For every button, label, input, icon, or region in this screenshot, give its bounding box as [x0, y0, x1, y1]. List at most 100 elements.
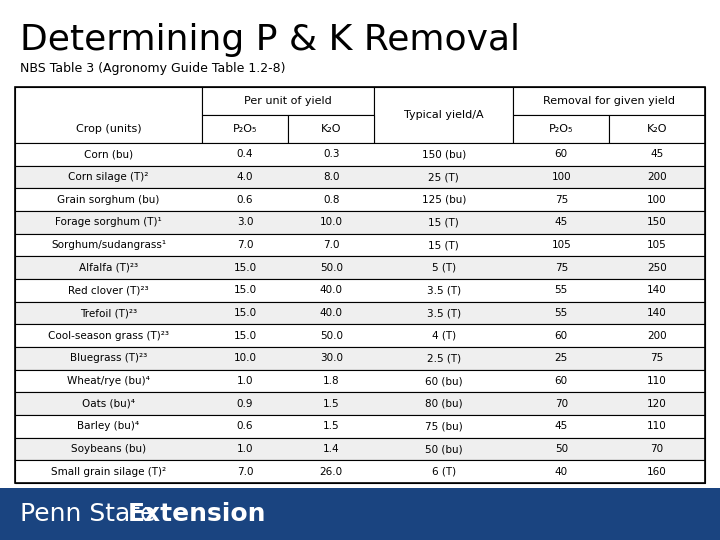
- Text: 25 (T): 25 (T): [428, 172, 459, 182]
- Text: NBS Table 3 (Agronomy Guide Table 1.2-8): NBS Table 3 (Agronomy Guide Table 1.2-8): [20, 62, 286, 75]
- Text: 1.5: 1.5: [323, 421, 340, 431]
- Text: 70: 70: [554, 399, 568, 409]
- Text: K₂O: K₂O: [647, 124, 667, 134]
- Text: 15 (T): 15 (T): [428, 240, 459, 250]
- Text: 45: 45: [650, 150, 664, 159]
- Text: 0.9: 0.9: [237, 399, 253, 409]
- Text: Oats (bu)⁴: Oats (bu)⁴: [82, 399, 135, 409]
- Text: Trefoil (T)²³: Trefoil (T)²³: [80, 308, 137, 318]
- Text: 3.5 (T): 3.5 (T): [427, 308, 461, 318]
- Bar: [15, 279, 705, 302]
- Text: 100: 100: [647, 194, 667, 205]
- Text: 110: 110: [647, 421, 667, 431]
- Bar: [15, 87, 705, 483]
- Bar: [15, 415, 705, 437]
- Text: 1.4: 1.4: [323, 444, 340, 454]
- Text: Grain sorghum (bu): Grain sorghum (bu): [58, 194, 160, 205]
- Bar: [609, 115, 705, 143]
- Text: 140: 140: [647, 285, 667, 295]
- Text: 40: 40: [554, 467, 568, 477]
- Text: 150 (bu): 150 (bu): [422, 150, 466, 159]
- Bar: [202, 115, 288, 143]
- Text: 110: 110: [647, 376, 667, 386]
- Text: Typical yield/A: Typical yield/A: [404, 110, 484, 120]
- Text: 150: 150: [647, 217, 667, 227]
- Text: 10.0: 10.0: [320, 217, 343, 227]
- Bar: [374, 87, 513, 143]
- Text: Forage sorghum (T)¹: Forage sorghum (T)¹: [55, 217, 162, 227]
- Text: 45: 45: [554, 421, 568, 431]
- Text: 0.3: 0.3: [323, 150, 340, 159]
- Text: 50: 50: [554, 444, 568, 454]
- Text: 50.0: 50.0: [320, 330, 343, 341]
- Bar: [15, 166, 705, 188]
- Bar: [513, 115, 609, 143]
- Bar: [15, 370, 705, 393]
- Text: 75: 75: [554, 194, 568, 205]
- Text: 60: 60: [554, 376, 568, 386]
- Bar: [15, 325, 705, 347]
- Bar: [513, 87, 705, 115]
- Text: Red clover (T)²³: Red clover (T)²³: [68, 285, 149, 295]
- Bar: [15, 188, 705, 211]
- Bar: [288, 115, 374, 143]
- Text: Bluegrass (T)²³: Bluegrass (T)²³: [70, 353, 147, 363]
- Text: 60 (bu): 60 (bu): [425, 376, 463, 386]
- Text: 1.0: 1.0: [237, 444, 253, 454]
- Bar: [15, 347, 705, 370]
- Text: 75 (bu): 75 (bu): [425, 421, 463, 431]
- Bar: [15, 234, 705, 256]
- Text: Barley (bu)⁴: Barley (bu)⁴: [77, 421, 140, 431]
- Text: 25: 25: [554, 353, 568, 363]
- Bar: [15, 87, 202, 143]
- Text: Crop (units): Crop (units): [76, 124, 141, 134]
- Text: P₂O₅: P₂O₅: [549, 124, 573, 134]
- Text: Determining P & K Removal: Determining P & K Removal: [20, 23, 520, 57]
- Text: 105: 105: [647, 240, 667, 250]
- Text: 75: 75: [554, 262, 568, 273]
- Text: 1.8: 1.8: [323, 376, 340, 386]
- Bar: [15, 211, 705, 234]
- Text: Soybeans (bu): Soybeans (bu): [71, 444, 146, 454]
- Text: 75: 75: [650, 353, 664, 363]
- Bar: [0, 488, 720, 540]
- Text: 15.0: 15.0: [233, 330, 256, 341]
- Text: 15.0: 15.0: [233, 308, 256, 318]
- Text: 50 (bu): 50 (bu): [425, 444, 463, 454]
- Text: Per unit of yield: Per unit of yield: [244, 96, 332, 106]
- Text: 8.0: 8.0: [323, 172, 340, 182]
- Bar: [15, 256, 705, 279]
- Bar: [15, 460, 705, 483]
- Text: 250: 250: [647, 262, 667, 273]
- Text: Penn State: Penn State: [20, 502, 163, 526]
- Text: Extension: Extension: [128, 502, 266, 526]
- Text: 0.4: 0.4: [237, 150, 253, 159]
- Bar: [15, 302, 705, 325]
- Text: 4 (T): 4 (T): [432, 330, 456, 341]
- Text: Removal for given yield: Removal for given yield: [543, 96, 675, 106]
- Text: 15.0: 15.0: [233, 262, 256, 273]
- Text: 55: 55: [554, 308, 568, 318]
- Bar: [15, 143, 705, 166]
- Text: 50.0: 50.0: [320, 262, 343, 273]
- Text: 2.5 (T): 2.5 (T): [427, 353, 461, 363]
- Text: Cool-season grass (T)²³: Cool-season grass (T)²³: [48, 330, 169, 341]
- Text: 60: 60: [554, 150, 568, 159]
- Text: Corn silage (T)²: Corn silage (T)²: [68, 172, 148, 182]
- Text: 55: 55: [554, 285, 568, 295]
- Bar: [202, 87, 374, 115]
- Text: 7.0: 7.0: [237, 467, 253, 477]
- Text: Alfalfa (T)²³: Alfalfa (T)²³: [79, 262, 138, 273]
- Text: 30.0: 30.0: [320, 353, 343, 363]
- Text: K₂O: K₂O: [321, 124, 341, 134]
- Text: 6 (T): 6 (T): [432, 467, 456, 477]
- Text: 4.0: 4.0: [237, 172, 253, 182]
- Bar: [15, 437, 705, 460]
- Text: 105: 105: [552, 240, 571, 250]
- Text: 140: 140: [647, 308, 667, 318]
- Text: 10.0: 10.0: [233, 353, 256, 363]
- Text: Wheat/rye (bu)⁴: Wheat/rye (bu)⁴: [67, 376, 150, 386]
- Text: P₂O₅: P₂O₅: [233, 124, 257, 134]
- Text: 60: 60: [554, 330, 568, 341]
- Bar: [15, 87, 705, 115]
